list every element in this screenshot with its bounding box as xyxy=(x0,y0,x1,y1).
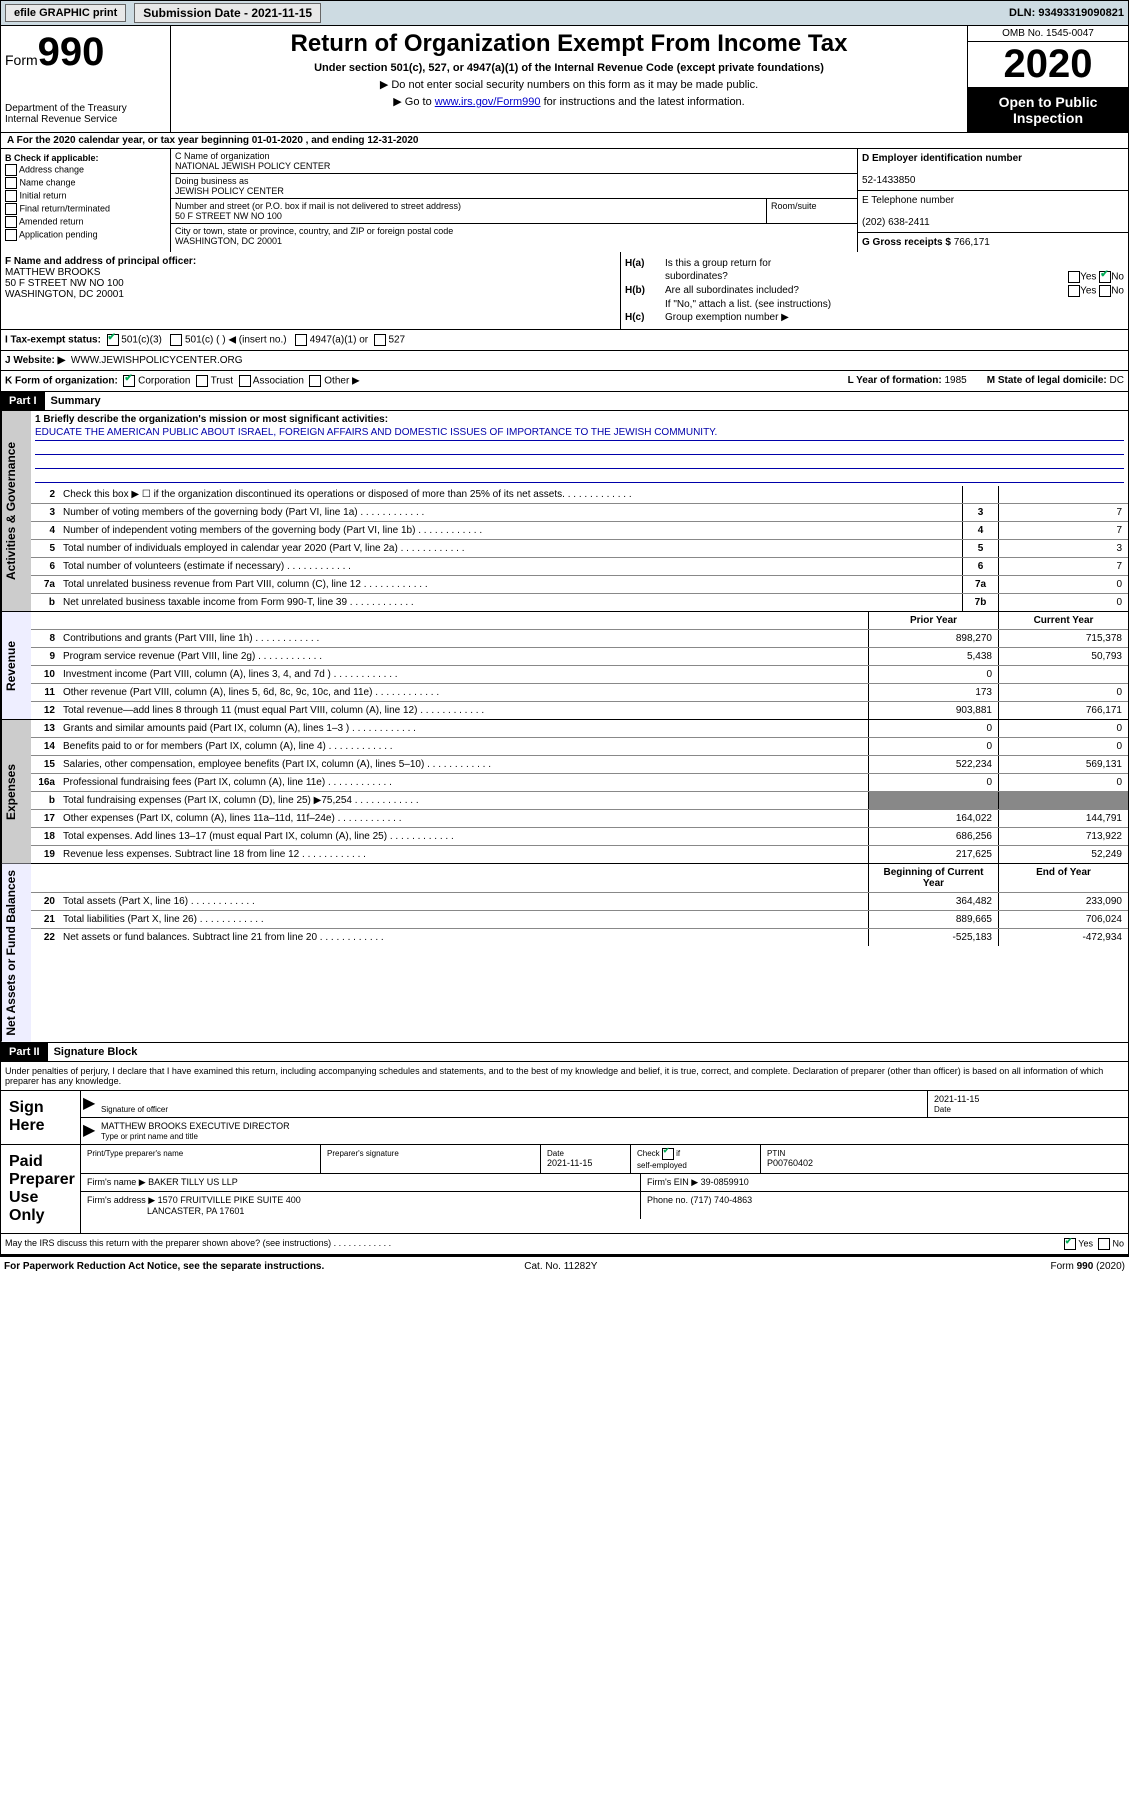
data-row: 16aProfessional fundraising fees (Part I… xyxy=(31,774,1128,792)
submission-date: Submission Date - 2021-11-15 xyxy=(134,3,321,23)
data-row: 19Revenue less expenses. Subtract line 1… xyxy=(31,846,1128,863)
ein-cell: D Employer identification number 52-1433… xyxy=(858,149,1128,191)
gov-row: 7aTotal unrelated business revenue from … xyxy=(31,576,1128,594)
dept-treasury: Department of the Treasury Internal Reve… xyxy=(5,103,166,125)
city-cell: City or town, state or province, country… xyxy=(171,223,857,248)
ssn-note: ▶ Do not enter social security numbers o… xyxy=(175,78,963,91)
chk-amended[interactable]: Amended return xyxy=(5,216,166,228)
omb-number: OMB No. 1545-0047 xyxy=(968,26,1128,42)
dln: DLN: 93493319090821 xyxy=(1009,7,1124,19)
data-row: 9Program service revenue (Part VIII, lin… xyxy=(31,648,1128,666)
row-a-taxyear: A For the 2020 calendar year, or tax yea… xyxy=(0,133,1129,149)
top-bar: efile GRAPHIC print Submission Date - 20… xyxy=(0,0,1129,26)
summary-governance: Activities & Governance 1 Briefly descri… xyxy=(0,411,1129,612)
data-row: 15Salaries, other compensation, employee… xyxy=(31,756,1128,774)
sign-here-label: Sign Here xyxy=(1,1091,81,1144)
block-bcde: B Check if applicable: Address change Na… xyxy=(0,149,1129,252)
form-header: Form990 Department of the Treasury Inter… xyxy=(0,26,1129,133)
data-row: 14Benefits paid to or for members (Part … xyxy=(31,738,1128,756)
discuss-question: May the IRS discuss this return with the… xyxy=(5,1238,391,1250)
open-public: Open to Public Inspection xyxy=(968,88,1128,132)
phone-cell: E Telephone number (202) 638-2411 xyxy=(858,191,1128,233)
goto-note: ▶ Go to www.irs.gov/Form990 for instruct… xyxy=(175,95,963,108)
mission-block: 1 Briefly describe the organization's mi… xyxy=(31,411,1128,486)
form-title: Return of Organization Exempt From Incom… xyxy=(175,30,963,58)
block-fh: F Name and address of principal officer:… xyxy=(0,252,1129,330)
dba-cell: Doing business as JEWISH POLICY CENTER xyxy=(171,174,857,199)
col-b-checkboxes: B Check if applicable: Address change Na… xyxy=(1,149,171,252)
data-row: 11Other revenue (Part VIII, column (A), … xyxy=(31,684,1128,702)
data-row: bTotal fundraising expenses (Part IX, co… xyxy=(31,792,1128,810)
gov-row: 3Number of voting members of the governi… xyxy=(31,504,1128,522)
irs-link[interactable]: www.irs.gov/Form990 xyxy=(435,96,541,108)
website-row: J Website: ▶ WWW.JEWISHPOLICYCENTER.ORG xyxy=(0,351,1129,371)
chk-final-return[interactable]: Final return/terminated xyxy=(5,203,166,215)
form-org-row: K Form of organization: Corporation Trus… xyxy=(0,371,1129,392)
chk-name-change[interactable]: Name change xyxy=(5,177,166,189)
data-row: 10Investment income (Part VIII, column (… xyxy=(31,666,1128,684)
gov-row: 5Total number of individuals employed in… xyxy=(31,540,1128,558)
chk-address-change[interactable]: Address change xyxy=(5,164,166,176)
sidebar-expenses: Expenses xyxy=(1,720,31,863)
data-row: 21Total liabilities (Part X, line 26)889… xyxy=(31,911,1128,929)
group-return: H(a)Is this a group return for subordina… xyxy=(621,252,1128,329)
efile-link[interactable]: efile GRAPHIC print xyxy=(5,4,126,22)
sidebar-revenue: Revenue xyxy=(1,612,31,719)
summary-revenue: Revenue Prior Year Current Year 8Contrib… xyxy=(0,612,1129,720)
tax-exempt-row: I Tax-exempt status: 501(c)(3) 501(c) ( … xyxy=(0,330,1129,351)
sidebar-netassets: Net Assets or Fund Balances xyxy=(1,864,31,1042)
chk-pending[interactable]: Application pending xyxy=(5,229,166,241)
street-cell: Number and street (or P.O. box if mail i… xyxy=(171,199,767,223)
data-row: 13Grants and similar amounts paid (Part … xyxy=(31,720,1128,738)
org-name-cell: C Name of organization NATIONAL JEWISH P… xyxy=(171,149,857,174)
data-row: 22Net assets or fund balances. Subtract … xyxy=(31,929,1128,946)
summary-netassets: Net Assets or Fund Balances Beginning of… xyxy=(0,864,1129,1043)
chk-initial-return[interactable]: Initial return xyxy=(5,190,166,202)
signature-block: Under penalties of perjury, I declare th… xyxy=(0,1062,1129,1255)
summary-expenses: Expenses 13Grants and similar amounts pa… xyxy=(0,720,1129,864)
data-row: 18Total expenses. Add lines 13–17 (must … xyxy=(31,828,1128,846)
part2-header: Part II Signature Block xyxy=(0,1043,1129,1062)
part1-header: Part I Summary xyxy=(0,392,1129,411)
col-headers-rev: Prior Year Current Year xyxy=(31,612,1128,630)
paid-preparer-label: Paid Preparer Use Only xyxy=(1,1145,81,1233)
data-row: 20Total assets (Part X, line 16)364,4822… xyxy=(31,893,1128,911)
form-number: Form990 xyxy=(5,30,166,75)
gov-row: bNet unrelated business taxable income f… xyxy=(31,594,1128,611)
gov-row: 2Check this box ▶ ☐ if the organization … xyxy=(31,486,1128,504)
gov-row: 4Number of independent voting members of… xyxy=(31,522,1128,540)
gov-row: 6Total number of volunteers (estimate if… xyxy=(31,558,1128,576)
sidebar-governance: Activities & Governance xyxy=(1,411,31,611)
gross-cell: G Gross receipts $ 766,171 xyxy=(858,233,1128,252)
form-subtitle: Under section 501(c), 527, or 4947(a)(1)… xyxy=(175,62,963,74)
page-footer: For Paperwork Reduction Act Notice, see … xyxy=(0,1255,1129,1276)
data-row: 12Total revenue—add lines 8 through 11 (… xyxy=(31,702,1128,719)
sig-declaration: Under penalties of perjury, I declare th… xyxy=(1,1062,1128,1090)
principal-officer: F Name and address of principal officer:… xyxy=(1,252,621,329)
data-row: 8Contributions and grants (Part VIII, li… xyxy=(31,630,1128,648)
tax-year: 2020 xyxy=(968,42,1128,88)
col-headers-net: Beginning of Current Year End of Year xyxy=(31,864,1128,893)
room-cell: Room/suite xyxy=(767,199,857,223)
data-row: 17Other expenses (Part IX, column (A), l… xyxy=(31,810,1128,828)
